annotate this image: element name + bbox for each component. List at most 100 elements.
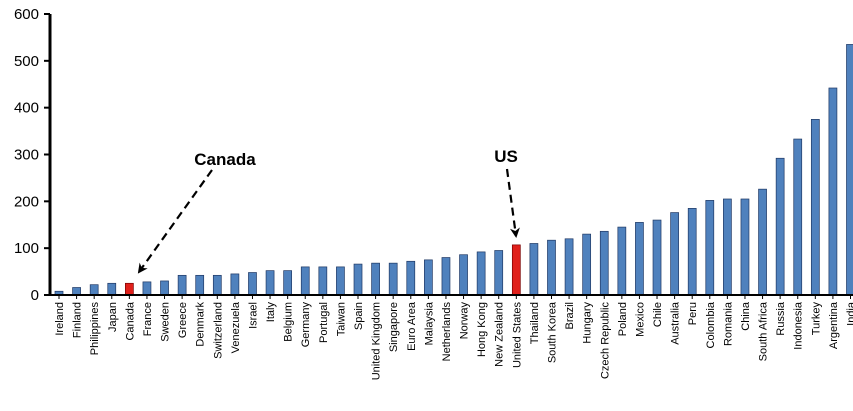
x-tick-label: Argentina — [828, 301, 840, 349]
annotation-arrow — [137, 169, 213, 274]
bar-turkey — [810, 119, 820, 296]
bar-chile — [652, 219, 662, 296]
x-tick-label: Taiwan — [335, 302, 347, 336]
bar-indonesia — [793, 138, 803, 296]
bar-philippines — [89, 284, 99, 296]
x-tick-label: Canada — [124, 301, 136, 340]
bar-switzerland — [212, 274, 222, 296]
x-tick-label: Thailand — [529, 302, 541, 344]
bar-united-kingdom — [371, 262, 380, 296]
x-tick-label: Sweden — [160, 302, 172, 342]
bar-czech-republic — [599, 230, 609, 296]
x-tick-label: Russia — [775, 301, 787, 336]
bar-australia — [670, 212, 679, 296]
x-tick-label: Brazil — [564, 302, 576, 330]
bar-belgium — [283, 270, 293, 296]
x-tick-label: China — [740, 301, 752, 331]
x-tick-label: Denmark — [195, 302, 207, 347]
bar-portugal — [318, 266, 328, 296]
bars — [54, 44, 853, 296]
bar-sweden — [160, 280, 169, 296]
bar-india — [846, 44, 853, 296]
annotation-arrow — [505, 168, 520, 238]
bar-norway — [459, 254, 468, 296]
x-tick-label: New Zealand — [494, 302, 506, 367]
annotation-label: Canada — [194, 150, 256, 169]
bar-italy — [265, 270, 275, 296]
x-tick-label: Euro Area — [406, 301, 418, 351]
x-tick-label: Romania — [722, 301, 734, 346]
y-tick-label: 0 — [31, 287, 39, 304]
x-tick-label: Australia — [670, 301, 682, 345]
x-tick-label: Japan — [107, 302, 119, 332]
x-tick-label: Malaysia — [423, 301, 435, 345]
x-tick-label: Colombia — [705, 301, 717, 348]
bar-canada — [125, 282, 134, 296]
x-tick-label: South Korea — [546, 301, 558, 363]
bar-south-korea — [547, 239, 556, 296]
bar-romania — [723, 198, 732, 296]
bar-thailand — [529, 243, 539, 296]
x-tick-label: Hungary — [582, 302, 594, 344]
x-tick-label: Peru — [687, 302, 699, 325]
bar-colombia — [705, 200, 715, 296]
bar-euro-area — [406, 260, 416, 296]
y-axis: 0 100 200 300 400 500 600 — [14, 6, 52, 304]
x-tick-label: Venezuela — [230, 301, 242, 353]
x-tick-label: Germany — [300, 302, 312, 348]
bar-russia — [775, 157, 785, 296]
bar-south-africa — [758, 188, 767, 296]
bar-hungary — [582, 233, 592, 296]
x-tick-label: South Africa — [758, 301, 770, 361]
y-tick-label: 400 — [14, 100, 39, 117]
bar-venezuela — [230, 273, 240, 296]
x-tick-label: Finland — [72, 302, 84, 338]
y-tick-label: 200 — [14, 193, 39, 210]
x-tick-label: Chile — [652, 302, 664, 327]
x-tick-label: Greece — [177, 302, 189, 338]
x-tick-label: Italy — [265, 302, 277, 323]
bar-malaysia — [424, 259, 433, 296]
x-tick-label: Hong Kong — [476, 302, 488, 357]
bar-united-states — [511, 244, 521, 296]
bar-israel — [248, 272, 257, 296]
x-tick-label: Spain — [353, 302, 365, 330]
x-tick-label: Singapore — [388, 302, 400, 352]
bar-poland — [617, 226, 627, 296]
annotation-label: US — [494, 147, 518, 166]
bar-spain — [353, 263, 363, 296]
bar-new-zealand — [494, 250, 504, 296]
x-tick-label: Philippines — [89, 302, 101, 356]
x-tick-label: France — [142, 302, 154, 336]
y-tick-label: 100 — [14, 240, 39, 257]
x-tick-label: United States — [511, 302, 523, 369]
bar-taiwan — [336, 266, 345, 296]
x-tick-label: Indonesia — [793, 301, 805, 350]
bar-japan — [107, 282, 117, 296]
x-axis: Ireland Finland Philippines Japan Canada Fran… — [50, 294, 853, 380]
bar-peru — [687, 208, 697, 296]
x-tick-label: United Kingdom — [371, 302, 383, 380]
annotations: Canada US — [137, 147, 520, 274]
x-tick-label: Ireland — [54, 302, 66, 336]
bar-china — [740, 198, 750, 296]
bar-france — [142, 281, 152, 296]
y-tick-label: 500 — [14, 53, 39, 70]
x-tick-label: Belgium — [283, 302, 295, 342]
x-tick-label: India — [846, 301, 853, 326]
bar-singapore — [388, 262, 398, 296]
bar-finland — [72, 287, 81, 296]
bar-greece — [177, 274, 187, 296]
x-tick-label: Portugal — [318, 302, 330, 343]
x-tick-label: Israel — [247, 302, 259, 329]
y-tick-label: 300 — [14, 147, 39, 164]
bar-hong-kong — [476, 251, 486, 296]
bar-brazil — [564, 238, 574, 296]
x-tick-label: Netherlands — [441, 302, 453, 362]
x-tick-label: Turkey — [810, 302, 822, 336]
x-tick-label: Mexico — [634, 302, 646, 337]
y-tick-label: 600 — [14, 6, 39, 23]
x-tick-label: Czech Republic — [599, 302, 611, 380]
bar-netherlands — [441, 257, 451, 296]
